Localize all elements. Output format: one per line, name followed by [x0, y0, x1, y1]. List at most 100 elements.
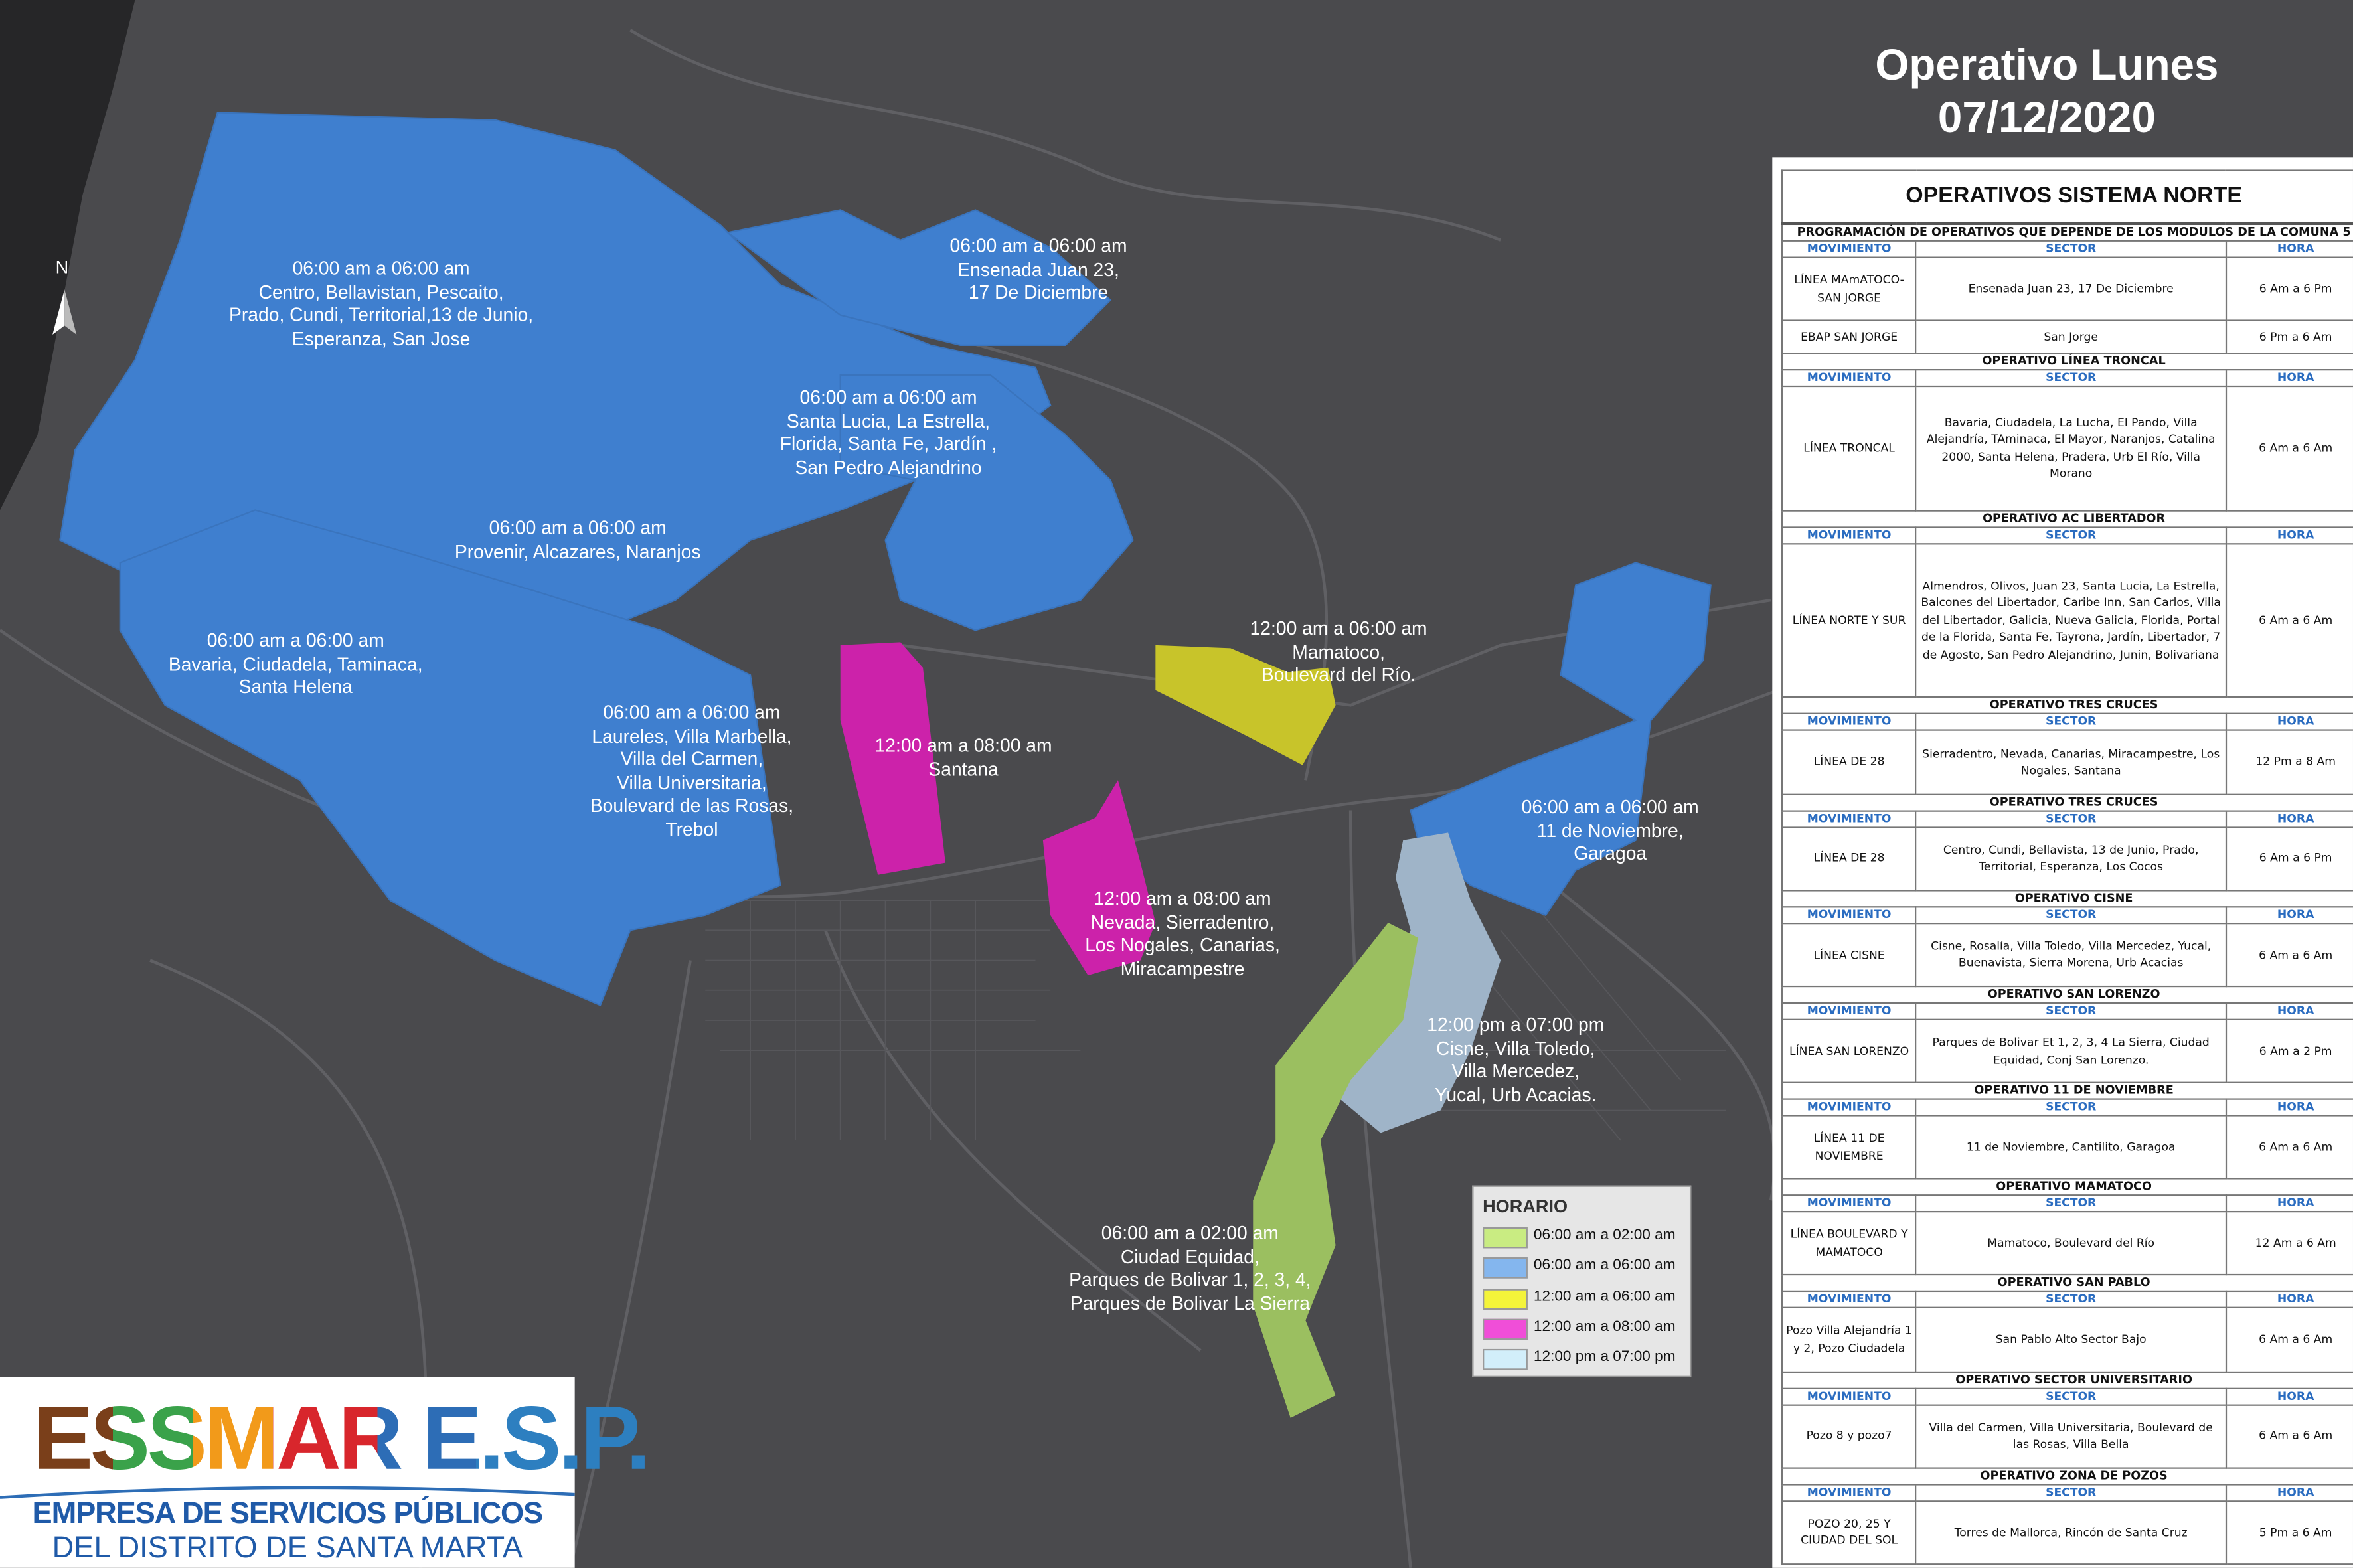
zone-label-line: Miracampestre	[1120, 958, 1245, 980]
section-row: OPERATIVO CISNE	[1781, 889, 2353, 907]
logo-line2: DEL DISTRITO DE SANTA MARTA	[52, 1531, 523, 1565]
cell: 6 Am a 6 Am	[2225, 1307, 2353, 1373]
column-header: SECTOR	[1915, 240, 2227, 258]
cell: Mamatoco, Boulevard del Río	[1915, 1211, 2227, 1277]
cell: Torres de Mallorca, Rincón de Santa Cruz	[1915, 1500, 2227, 1565]
section-title: OPERATIVO TRES CRUCES	[1781, 793, 2353, 811]
zone-label-line: Parques de Bolivar La Sierra	[1070, 1293, 1310, 1314]
zone-ciudad-equidad	[1253, 923, 1418, 1418]
cell: Parques de Bolivar Et 1, 2, 3, 4 La Sier…	[1915, 1018, 2227, 1084]
column-header: SECTOR	[1915, 369, 2227, 388]
zone-label: 06:00 am a 02:00 am Ciudad Equidad, Parque…	[1069, 1223, 1311, 1316]
cell: EBAP SAN JORGE	[1781, 319, 1917, 354]
legend-swatch	[1483, 1257, 1528, 1279]
section-row: OPERATIVO 11 DE NOVIEMBRE	[1781, 1081, 2353, 1100]
data-row: LÍNEA MAmATOCO-SAN JORGE Ensenada Juan 23…	[1781, 256, 2353, 322]
cell: LÍNEA CISNE	[1781, 922, 1917, 988]
column-header: SECTOR	[1915, 713, 2227, 732]
legend-label: 12:00 pm a 07:00 pm	[1533, 1349, 1676, 1366]
zone-label: 12:00 am a 08:00 am Santana	[875, 735, 1052, 781]
zone-label-line: Santa Lucia, La Estrella,	[786, 410, 991, 432]
cell: San Jorge	[1915, 319, 2227, 354]
zone-label-line: Villa Mercedez,	[1451, 1061, 1580, 1083]
cell: 6 Am a 2 Pm	[2225, 1018, 2353, 1084]
column-header-row: MOVIMIENTO SECTOR HORA	[1781, 1483, 2353, 1502]
zone-label-line: Ensenada Juan 23,	[957, 259, 1119, 280]
section-title: OPERATIVO AC LIBERTADOR	[1781, 509, 2353, 528]
cell: Pozo 8 y pozo7	[1781, 1403, 1917, 1469]
zone-label-line: Prado, Cundi, Territorial,13 de Junio,	[229, 305, 534, 326]
section-row: OPERATIVO MAMATOCO	[1781, 1178, 2353, 1196]
column-header-row: MOVIMIENTO SECTOR HORA	[1781, 526, 2353, 544]
zone-label-line: 06:00 am a 06:00 am	[603, 702, 781, 724]
cell: 6 Am a 6 Am	[2225, 542, 2353, 699]
cell: 5 Pm a 6 Am	[2225, 1500, 2353, 1565]
column-header-row: MOVIMIENTO SECTOR HORA	[1781, 1387, 2353, 1405]
cell: 6 Am a 6 Pm	[2225, 826, 2353, 892]
column-header: MOVIMIENTO	[1781, 713, 1917, 732]
legend-swatch	[1483, 1318, 1528, 1340]
zone-mamatoco	[1155, 645, 1336, 765]
zone-cisne	[1335, 832, 1501, 1133]
zone-label-line: Villa del Carmen,	[620, 749, 764, 770]
zone-label-line: 06:00 am a 06:00 am	[206, 630, 384, 651]
cell: LÍNEA BOULEVARD Y MAMATOCO	[1781, 1211, 1917, 1277]
zone-label: 06:00 am a 06:00 am 11 de Noviembre, Garag…	[1522, 797, 1699, 867]
section-row: OPERATIVO AC LIBERTADOR	[1781, 509, 2353, 528]
cell: LÍNEA SAN LORENZO	[1781, 1018, 1917, 1084]
title-line2: 07/12/2020	[1937, 94, 2156, 143]
zone-label: 06:00 am a 06:00 am Centro, Bellavistan, …	[229, 258, 533, 352]
zone-label-line: 06:00 am a 06:00 am	[1521, 797, 1699, 818]
column-header: MOVIMIENTO	[1781, 1387, 1917, 1405]
legend-label: 06:00 am a 06:00 am	[1533, 1257, 1676, 1275]
blue-zones	[59, 112, 1712, 1006]
zone-label: 12:00 am a 06:00 am Mamatoco, Boulevard de…	[1250, 618, 1427, 688]
zone-label-line: Boulevard de las Rosas,	[590, 795, 794, 817]
data-row: POZO 20, 25 Y CIUDAD DEL SOL Torres de Ma…	[1781, 1500, 2353, 1565]
zone-label-line: Garagoa	[1574, 843, 1647, 865]
cell: 6 Am a 6 Am	[2225, 1403, 2353, 1469]
zone-label-line: Provenir, Alcazares, Naranjos	[454, 541, 701, 562]
cell: 6 Am a 6 Am	[2225, 1115, 2353, 1180]
data-row: LÍNEA SAN LORENZO Parques de Bolivar Et 1…	[1781, 1018, 2353, 1084]
cell: LÍNEA DE 28	[1781, 730, 1917, 795]
zone-label-line: Villa Universitaria,	[617, 772, 767, 794]
zone-label: 06:00 am a 06:00 am Ensenada Juan 23, 17 D…	[950, 236, 1127, 306]
legend: HORARIO 06:00 am a 02:00 am 06:00 am a 06…	[1472, 1185, 1692, 1377]
zone-label-line: Centro, Bellavistan, Pescaito,	[258, 281, 504, 303]
zone-label-line: 12:00 am a 08:00 am	[874, 735, 1052, 757]
zone-label: 12:00 am a 08:00 am Nevada, Sierradentro,…	[1085, 888, 1280, 982]
column-header: MOVIMIENTO	[1781, 369, 1917, 388]
column-header-row: MOVIMIENTO SECTOR HORA	[1781, 369, 2353, 388]
zone-label-line: Boulevard del Río.	[1261, 665, 1416, 686]
zone-label-line: 06:00 am a 06:00 am	[799, 387, 977, 408]
section-row: OPERATIVO SECTOR UNIVERSITARIO	[1781, 1370, 2353, 1389]
zone-label-line: Esperanza, San Jose	[291, 328, 471, 350]
section-row: OPERATIVO TRES CRUCES	[1781, 696, 2353, 715]
zone-label: 12:00 pm a 07:00 pm Cisne, Villa Toledo, V…	[1427, 1014, 1604, 1108]
column-header: MOVIMIENTO	[1781, 240, 1917, 258]
column-header: HORA	[2225, 1002, 2353, 1020]
column-header: HORA	[2225, 713, 2353, 732]
column-header: SECTOR	[1915, 809, 2227, 828]
legend-label: 06:00 am a 02:00 am	[1533, 1227, 1676, 1244]
data-row: LÍNEA NORTE Y SUR Almendros, Olivos, Juan…	[1781, 542, 2353, 699]
section-row: PROGRAMACIÓN DE OPERATIVOS QUE DEPENDE D…	[1781, 222, 2353, 242]
table-panel: OPERATIVOS SISTEMA NORTE PROGRAMACIÓN DE …	[1772, 157, 2353, 1568]
column-header: MOVIMIENTO	[1781, 1002, 1917, 1020]
section-row: OPERATIVO LÍNEA TRONCAL	[1781, 353, 2353, 371]
cell: Villa del Carmen, Villa Universitaria, B…	[1915, 1403, 2227, 1469]
column-header-row: MOVIMIENTO SECTOR HORA	[1781, 713, 2353, 732]
zone-santana	[840, 642, 945, 875]
cell: 6 Pm a 6 Am	[2225, 319, 2353, 354]
cell: LÍNEA TRONCAL	[1781, 386, 1917, 512]
cell: LÍNEA DE 28	[1781, 826, 1917, 892]
column-header: HORA	[2225, 369, 2353, 388]
column-header: SECTOR	[1915, 1002, 2227, 1020]
zone-label-line: Ciudad Equidad,	[1120, 1246, 1259, 1267]
legend-item: 12:00 am a 06:00 am	[1483, 1285, 1685, 1310]
zone-label-line: Los Nogales, Canarias,	[1085, 935, 1280, 957]
legend-title: HORARIO	[1483, 1196, 1568, 1217]
cell: 12 Pm a 8 Am	[2225, 730, 2353, 795]
